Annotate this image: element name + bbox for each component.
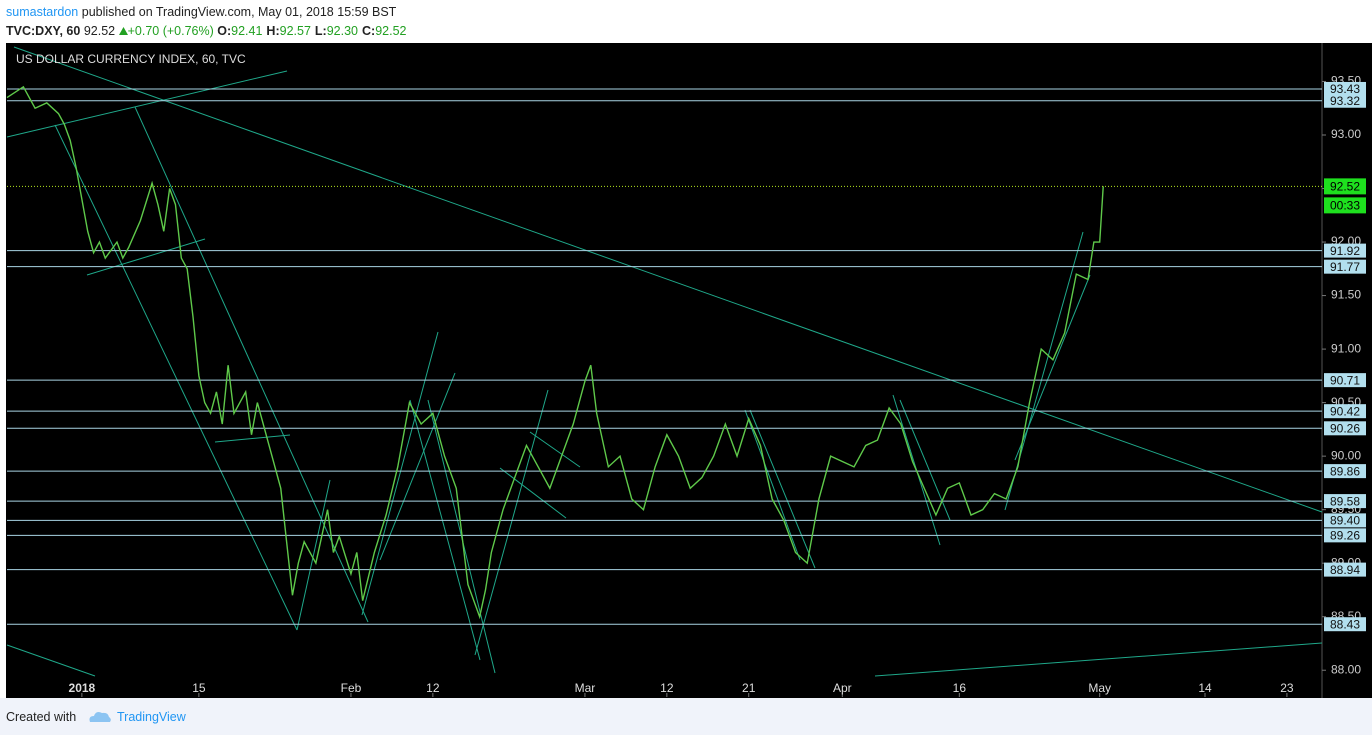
countdown-bg — [1324, 197, 1366, 214]
y-tick-label: 90.00 — [1331, 448, 1361, 462]
ohlc-label: L: — [314, 24, 327, 38]
x-tick-label: 15 — [192, 681, 206, 695]
change: +0.70 (+0.76%) — [127, 24, 214, 38]
x-tick-label: 21 — [742, 681, 756, 695]
countdown: 00:33 — [1330, 199, 1360, 213]
chart-title: US DOLLAR CURRENCY INDEX, 60, TVC — [16, 52, 246, 66]
level-label-bg — [1324, 373, 1366, 388]
author[interactable]: sumastardon — [6, 5, 79, 19]
level-label: 89.86 — [1330, 464, 1360, 478]
logo — [89, 712, 111, 722]
level-label-bg — [1324, 494, 1366, 509]
last-price-bg — [1324, 178, 1366, 195]
price-line — [6, 85, 1104, 620]
footer: Created with TradingView — [0, 698, 1372, 735]
header-line: sumastardon published on TradingView.com… — [6, 3, 410, 22]
chart-background — [6, 43, 1372, 698]
level-label: 90.42 — [1330, 404, 1360, 418]
header: sumastardon published on TradingView.com… — [6, 3, 410, 41]
header-line: TVC:DXY, 60 92.52 +0.70 (+0.76%) O:92.41… — [6, 22, 410, 41]
ohlc-value: 92.30 — [326, 24, 358, 38]
x-tick-label: 14 — [1198, 681, 1212, 695]
x-tick-label: 12 — [660, 681, 674, 695]
ohlc-label: H: — [266, 24, 280, 38]
created-with: Created with — [6, 710, 77, 724]
y-tick-label: 91.00 — [1331, 341, 1361, 355]
level-label: 91.77 — [1330, 260, 1360, 274]
level-label-bg — [1324, 404, 1366, 419]
ohlc-label: O: — [217, 24, 232, 38]
brand[interactable]: TradingView — [117, 710, 186, 724]
x-tick-label: Apr — [833, 681, 852, 695]
y-tick-label: 93.00 — [1331, 127, 1361, 141]
x-tick-label: Mar — [575, 681, 596, 695]
y-tick-label: 91.50 — [1331, 288, 1361, 302]
chart: US DOLLAR CURRENCY INDEX, 60, TVC 88.00 8… — [6, 43, 1372, 698]
ohlc-value: 92.57 — [279, 24, 311, 38]
x-tick-label: Feb — [341, 681, 362, 695]
level-label: 88.43 — [1330, 617, 1360, 631]
level-label-bg — [1324, 93, 1366, 108]
level-label-bg — [1324, 259, 1366, 274]
x-tick-label: May — [1088, 681, 1111, 695]
level-label: 89.40 — [1330, 514, 1360, 528]
level-label: 89.26 — [1330, 529, 1360, 543]
symbol: TVC:DXY, 60 — [6, 24, 81, 38]
level-label: 93.32 — [1330, 94, 1360, 108]
y-tick-label: 88.00 — [1331, 662, 1361, 676]
up-arrow — [118, 27, 128, 35]
ohlc-value: 92.52 — [375, 24, 407, 38]
level-label: 91.92 — [1330, 244, 1360, 258]
level-label: 90.26 — [1330, 421, 1360, 435]
ohlc-label: C: — [362, 24, 376, 38]
last: 92.52 — [83, 24, 116, 38]
level-label: 93.43 — [1330, 82, 1360, 96]
x-tick-label: 12 — [426, 681, 440, 695]
level-label: 90.71 — [1330, 373, 1360, 387]
ohlc-value: 92.41 — [231, 24, 263, 38]
ohlc: O:92.41 H:92.57 L:92.30 C:92.52 — [217, 24, 410, 38]
level-label-bg — [1324, 81, 1366, 96]
level-label-bg — [1324, 617, 1366, 632]
level-label-bg — [1324, 562, 1366, 577]
last-price-label: 92.52 — [1330, 180, 1360, 194]
level-label-bg — [1324, 243, 1366, 258]
x-tick-label: 23 — [1280, 681, 1294, 695]
level-label: 88.94 — [1330, 563, 1360, 577]
x-tick-label: 2018 — [69, 681, 96, 695]
level-label-bg — [1324, 513, 1366, 528]
level-label-bg — [1324, 464, 1366, 479]
published: published on TradingView.com, May 01, 20… — [81, 5, 397, 19]
level-label-bg — [1324, 528, 1366, 543]
x-tick-label: 16 — [953, 681, 967, 695]
level-label: 89.58 — [1330, 494, 1360, 508]
level-label-bg — [1324, 421, 1366, 436]
